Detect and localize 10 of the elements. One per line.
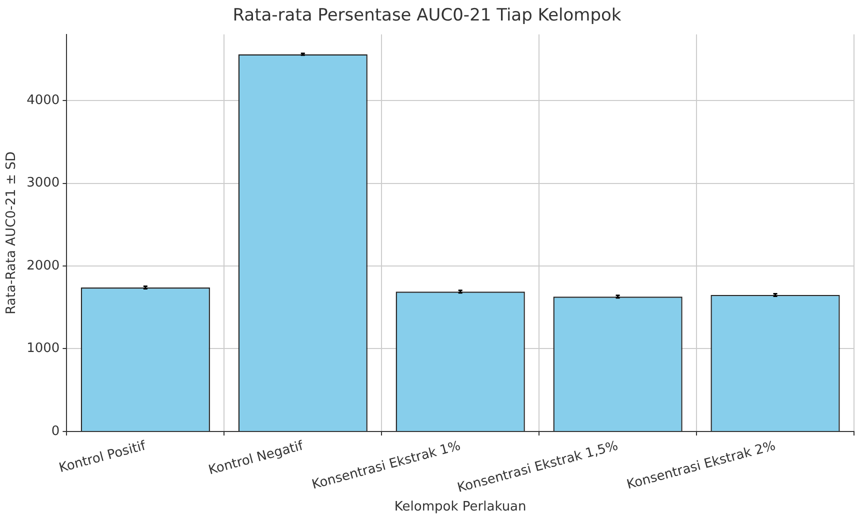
y-tick-label: 3000 [26,176,60,191]
x-tick-label: Kontrol Positif [58,438,148,476]
y-tick-label: 1000 [26,341,60,356]
y-tick-label: 0 [51,424,60,439]
x-axis-title: Kelompok Perlakuan [394,500,526,515]
y-axis-title: Rata-Rata AUC0-21 ± SD [4,152,20,314]
x-tick-label: Kontrol Negatif [207,438,306,478]
y-tick-label: 4000 [26,92,60,108]
chart-title: Rata-rata Persentase AUC0-21 Tiap Kelompok [232,6,622,26]
y-tick-label: 2000 [26,258,60,274]
